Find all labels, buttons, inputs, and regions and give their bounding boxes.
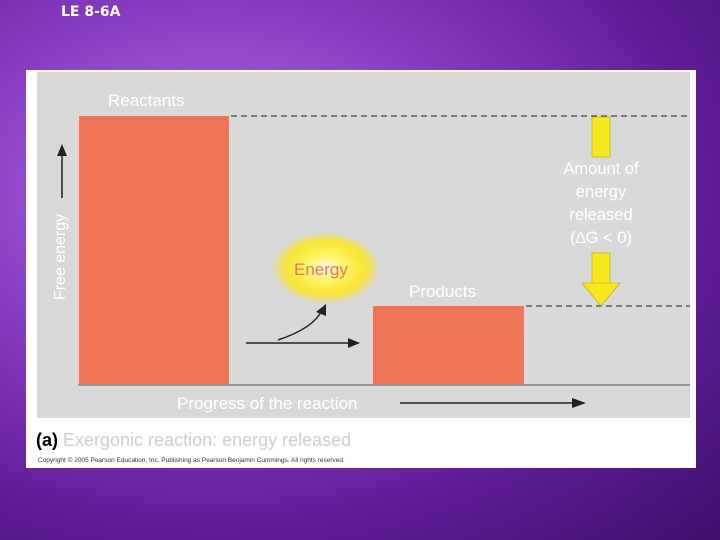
energy-glow xyxy=(272,232,380,304)
reactants-bar xyxy=(79,116,229,384)
released-label-line: (∆G < 0) xyxy=(570,229,632,247)
diagram-graphics xyxy=(57,115,690,408)
reactants-label: Reactants xyxy=(108,91,185,110)
caption-text: Exergonic reaction: energy released xyxy=(63,430,352,450)
released-arrow-shaft-bottom xyxy=(591,252,611,285)
x-axis-arrowhead xyxy=(572,398,586,408)
released-label-line: Amount of xyxy=(563,160,639,178)
caption-tag: (a) xyxy=(36,430,58,450)
y-axis-arrowhead xyxy=(57,144,67,156)
slide-title: LE 8-6A xyxy=(61,4,121,20)
released-label-line: energy xyxy=(575,183,627,201)
energy-label: Energy xyxy=(294,260,348,279)
products-bar xyxy=(373,306,524,384)
products-label: Products xyxy=(409,282,477,301)
y-axis-label: Free energy xyxy=(52,213,69,301)
released-label-line: released xyxy=(569,206,633,224)
figure-caption: (a) Exergonic reaction: energy released xyxy=(36,430,351,451)
released-arrow-head xyxy=(581,282,621,307)
curved-arrowhead xyxy=(316,304,326,316)
figure-panel: Reactants Products Energy Progress of th… xyxy=(26,70,696,468)
copyright-text: Copyright © 2005 Pearson Education, Inc.… xyxy=(38,457,345,464)
released-label: Amount of energy released (∆G < 0) xyxy=(541,158,661,250)
x-axis-label: Progress of the reaction xyxy=(177,394,358,413)
released-arrow-shaft-top xyxy=(591,116,611,158)
curve-base-arrowhead xyxy=(348,338,360,348)
curved-arrow xyxy=(277,309,323,341)
